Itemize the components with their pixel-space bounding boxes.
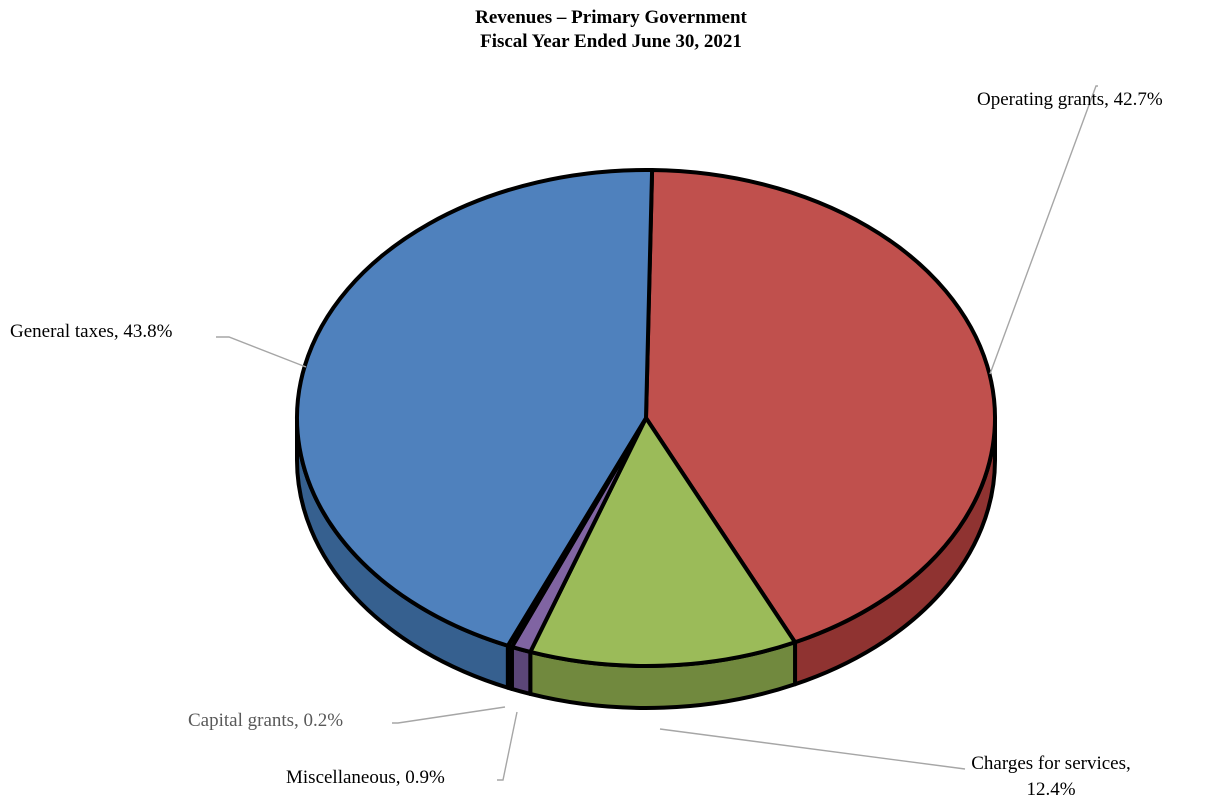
label-miscellaneous: Miscellaneous, 0.9% [286, 767, 445, 788]
label-operating-grants: Operating grants, 42.7% [977, 89, 1163, 110]
leader-line-general-taxes [216, 336, 307, 368]
leader-lines [216, 85, 1098, 781]
chart-subtitle: Fiscal Year Ended June 30, 2021 [480, 31, 742, 52]
leader-line-capital-grants [392, 706, 506, 724]
leader-line-miscellaneous [497, 711, 518, 781]
label-capital-grants: Capital grants, 0.2% [188, 710, 343, 731]
leader-line-operating-grants [989, 85, 1098, 375]
chart-title: Revenues – Primary Government [475, 7, 747, 28]
slice-charges-for-services [528, 416, 798, 668]
pie-top-slices [295, 168, 997, 668]
slice-labels: Operating grants, 42.7% Charges for serv… [10, 89, 1163, 800]
label-charges-for-services-line1: Charges for services, [971, 753, 1131, 774]
label-general-taxes: General taxes, 43.8% [10, 321, 173, 342]
chart-title-block: Revenues – Primary Government Fiscal Yea… [0, 6, 1222, 54]
slice-general-taxes [295, 168, 655, 648]
slice-operating-grants [644, 168, 997, 645]
leader-line-charges-for-services [659, 728, 966, 770]
side-wall-miscellaneous [509, 644, 533, 696]
label-charges-for-services-line2: 12.4% [1026, 779, 1075, 800]
